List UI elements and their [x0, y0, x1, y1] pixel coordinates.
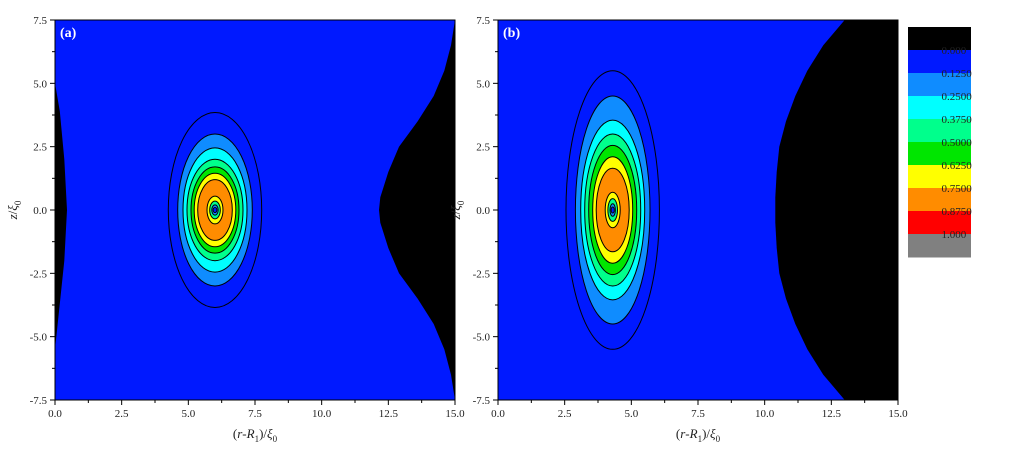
x-axis-title-part: - [242, 426, 246, 441]
colorbar-cell-5 [908, 142, 971, 166]
colorbar-legend: 0.000 0.1250 0.2500 0.3750 0.5000 0.6250 0.750… [908, 27, 972, 258]
y-tick-label: -2.5 [473, 268, 491, 280]
x-tick-label: 5.0 [624, 408, 638, 420]
x-tick-label: 5.0 [181, 408, 195, 420]
y-tick-label: 2.5 [476, 142, 490, 154]
y-tick-label: -2.5 [30, 268, 48, 280]
panel-a: (a)0.0 2.5 5.0 7.5 10.0 12.5 15.07.55.02.50.0-… [5, 15, 465, 444]
x-tick-label: 0.0 [48, 408, 62, 420]
x-tick-label: 10.0 [312, 408, 332, 420]
zero-region-right [379, 20, 455, 400]
colorbar-cell-4 [908, 119, 971, 143]
y-tick-label: -7.5 [30, 395, 48, 407]
x-axis-title-part: )/ [259, 426, 267, 441]
colorbar-label: 0.3750 [942, 114, 973, 126]
colorbar-label: 0.8750 [942, 206, 973, 218]
colorbar-cell-8 [908, 211, 971, 235]
colorbar-label: 0.7500 [942, 183, 973, 195]
x-axis-title-part: - [685, 426, 689, 441]
x-tick-label: 2.5 [558, 408, 572, 420]
x-tick-label: 10.0 [755, 408, 775, 420]
panel-b: (b)0.0 2.5 5.0 7.5 10.0 12.5 15.07.55.02.50.0-… [448, 15, 908, 444]
x-axis-title-part: r [680, 426, 686, 441]
x-tick-label: 2.5 [115, 408, 129, 420]
y-tick-label: -7.5 [473, 395, 491, 407]
x-axis-title: (r-R1)/ξ0 [233, 426, 278, 444]
x-axis-title-part: 0 [716, 434, 721, 444]
zero-region-left [55, 20, 67, 400]
colorbar-cell-3 [908, 96, 971, 120]
colorbar-label: 0.6250 [942, 160, 973, 172]
colorbar-cell-6 [908, 165, 971, 189]
colorbar-cell-0 [908, 27, 971, 51]
colorbar-label: 0.1250 [942, 68, 973, 80]
plot-area [55, 20, 455, 400]
x-axis-title: (r-R1)/ξ0 [676, 426, 721, 444]
x-axis-title-part: R [689, 426, 698, 441]
x-axis-title-part: ( [676, 426, 680, 441]
y-axis-title-part: / [5, 210, 20, 214]
y-tick-label: -5.0 [473, 332, 491, 344]
x-tick-label: 7.5 [248, 408, 262, 420]
contour-10 [212, 207, 218, 213]
y-tick-label: 0.0 [33, 205, 47, 217]
x-axis-title-part: ξ [267, 426, 273, 441]
y-tick-label: 7.5 [33, 15, 47, 27]
y-axis-title-part: ξ [448, 205, 463, 211]
colorbar-label: 0.2500 [942, 91, 973, 103]
x-axis-title-part: 1 [255, 434, 260, 444]
x-tick-label: 7.5 [691, 408, 705, 420]
contour-10 [610, 206, 615, 214]
y-axis-title-part: / [448, 210, 463, 214]
x-axis-title-part: 0 [273, 434, 278, 444]
x-axis-title-part: R [246, 426, 255, 441]
colorbar-label: 0.5000 [942, 137, 973, 149]
y-axis-title: z/ξ0 [5, 200, 23, 220]
colorbar-cell-7 [908, 188, 971, 212]
y-tick-label: 5.0 [476, 78, 490, 90]
y-tick-label: -5.0 [30, 332, 48, 344]
x-tick-label: 15.0 [888, 408, 908, 420]
x-tick-label: 12.5 [379, 408, 399, 420]
y-axis-title-part: 0 [13, 200, 23, 205]
colorbar-label: 1.000 [942, 229, 967, 241]
y-axis-title: z/ξ0 [448, 200, 466, 220]
colorbar-cell-2 [908, 73, 971, 97]
y-tick-label: 0.0 [476, 205, 490, 217]
x-axis-title-part: 1 [698, 434, 703, 444]
x-axis-title-part: ( [233, 426, 237, 441]
colorbar-cell-1 [908, 50, 971, 74]
x-axis-title-part: )/ [702, 426, 710, 441]
plot-area [498, 20, 898, 400]
colorbar-label: 0.000 [942, 45, 967, 57]
y-axis-title-part: z [5, 214, 20, 220]
y-tick-label: 7.5 [476, 15, 490, 27]
x-axis-title-part: ξ [710, 426, 716, 441]
panel-label: (a) [60, 26, 77, 41]
zero-region-right [775, 20, 898, 400]
x-tick-label: 12.5 [822, 408, 842, 420]
colorbar-cell-9 [908, 234, 971, 258]
y-axis-title-part: 0 [456, 200, 466, 205]
x-axis-title-part: r [237, 426, 243, 441]
y-axis-title-part: ξ [5, 205, 20, 211]
x-tick-label: 0.0 [491, 408, 505, 420]
y-tick-label: 2.5 [33, 142, 47, 154]
y-tick-label: 5.0 [33, 78, 47, 90]
panel-label: (b) [503, 26, 520, 41]
x-tick-label: 15.0 [445, 408, 465, 420]
y-axis-title-part: z [448, 214, 463, 220]
